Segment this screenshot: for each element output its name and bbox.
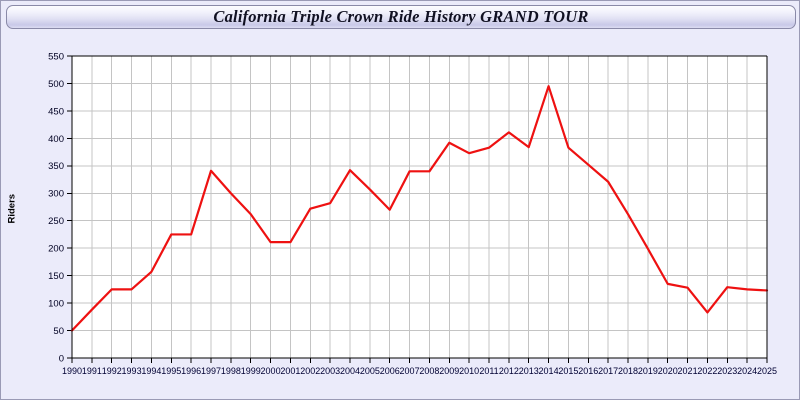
x-tick-label: 2021 xyxy=(678,366,698,376)
x-tick-label: 2016 xyxy=(578,366,598,376)
plot-background xyxy=(72,56,767,358)
x-axis-ticks: 1990 1991 1992 1993 1994 1995 1996 1997 1998 1999… xyxy=(62,358,777,376)
x-tick-label: 2023 xyxy=(717,366,737,376)
x-tick-label: 2005 xyxy=(360,366,380,376)
x-tick-label: 2008 xyxy=(419,366,439,376)
x-tick-label: 2018 xyxy=(618,366,638,376)
y-tick-label: 0 xyxy=(59,353,64,364)
x-tick-label: 2017 xyxy=(598,366,618,376)
x-tick-label: 2025 xyxy=(757,366,777,376)
page-title: California Triple Crown Ride History GRA… xyxy=(213,7,589,26)
x-tick-label: 2019 xyxy=(638,366,658,376)
y-tick-label: 100 xyxy=(48,298,64,309)
x-tick-label: 2007 xyxy=(400,366,420,376)
x-tick-label: 2015 xyxy=(558,366,578,376)
x-tick-label: 2020 xyxy=(658,366,678,376)
x-tick-label: 2012 xyxy=(499,366,519,376)
chart-container: Riders 0 50 100 150 200 250 300 350 400 450 500 550… xyxy=(1,31,800,401)
x-tick-label: 2014 xyxy=(539,366,559,376)
x-tick-label: 2013 xyxy=(519,366,539,376)
y-tick-label: 300 xyxy=(48,189,64,200)
x-tick-label: 2009 xyxy=(439,366,459,376)
x-tick-label: 1995 xyxy=(161,366,181,376)
x-tick-label: 1994 xyxy=(141,366,161,376)
y-tick-label: 450 xyxy=(48,106,64,117)
x-tick-label: 2010 xyxy=(459,366,479,376)
y-tick-label: 150 xyxy=(48,271,64,282)
y-tick-label: 550 xyxy=(48,51,64,62)
y-tick-label: 200 xyxy=(48,244,64,255)
x-tick-label: 2011 xyxy=(479,366,498,376)
x-tick-label: 1996 xyxy=(181,366,201,376)
x-tick-label: 1992 xyxy=(102,366,122,376)
x-tick-label: 2000 xyxy=(261,366,281,376)
x-tick-label: 1990 xyxy=(62,366,82,376)
x-tick-label: 2006 xyxy=(380,366,400,376)
axis-lines xyxy=(71,55,768,359)
window-title-bar: California Triple Crown Ride History GRA… xyxy=(6,5,796,29)
x-tick-label: 2002 xyxy=(300,366,320,376)
y-axis-ticks: 0 50 100 150 200 250 300 350 400 450 500 550 xyxy=(48,51,72,364)
y-tick-label: 500 xyxy=(48,79,64,90)
y-tick-label: 350 xyxy=(48,161,64,172)
x-tick-label: 1993 xyxy=(122,366,142,376)
x-tick-label: 2004 xyxy=(340,366,360,376)
x-tick-label: 1998 xyxy=(221,366,241,376)
x-tick-label: 2022 xyxy=(697,366,717,376)
x-tick-label: 2003 xyxy=(320,366,340,376)
riders-line-series xyxy=(70,85,769,332)
y-tick-label: 250 xyxy=(48,216,64,227)
x-tick-label: 1997 xyxy=(201,366,221,376)
y-tick-label: 50 xyxy=(53,326,64,337)
x-tick-label: 2001 xyxy=(280,366,300,376)
x-tick-label: 1999 xyxy=(241,366,261,376)
x-tick-label: 1991 xyxy=(82,366,102,376)
y-tick-label: 400 xyxy=(48,134,64,145)
x-tick-label: 2024 xyxy=(737,366,757,376)
